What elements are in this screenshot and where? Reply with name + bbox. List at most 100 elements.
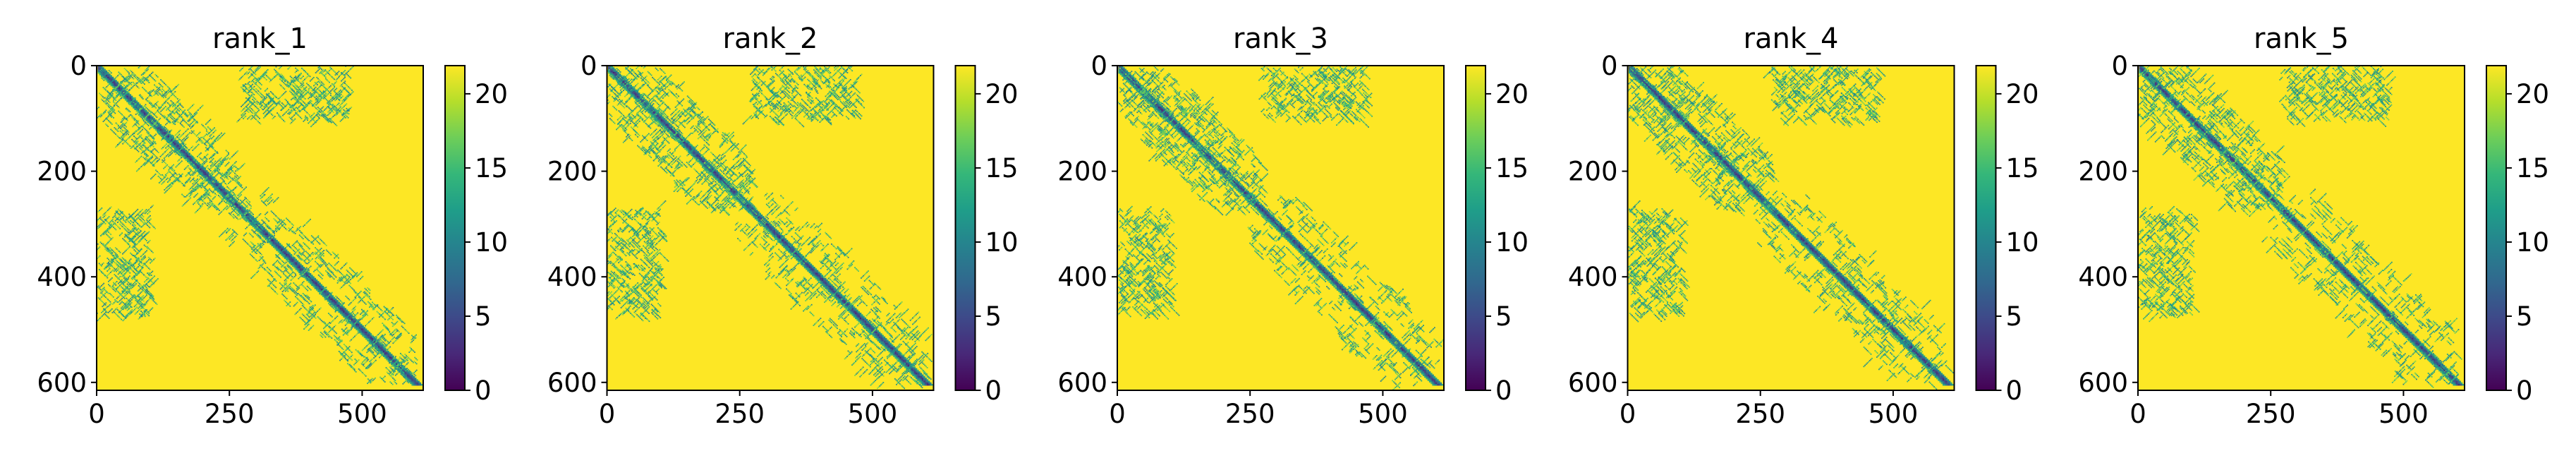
contact-mark [282,246,284,248]
contact-mark [229,192,231,194]
contact-mark [308,303,310,305]
contact-mark [347,275,349,277]
contact-mark [226,198,229,200]
contact-mark [126,142,128,144]
contact-mark [291,227,293,228]
contact-mark [319,289,321,291]
contact-mark [317,285,320,288]
contact-mark [333,301,336,303]
contact-mark [198,164,200,166]
contact-mark [233,177,236,179]
contact-mark [170,172,172,174]
contact-mark [195,161,198,163]
contact-mark [226,151,229,152]
contact-mark [365,303,367,305]
contact-mark [293,260,296,263]
contact-mark [126,92,128,94]
contact-mark [274,232,275,234]
contact-mark [152,136,154,138]
contact-mark [370,335,372,337]
contact-mark [130,100,133,102]
contact-mark [117,95,119,97]
contact-mark [382,346,385,348]
contact-mark [170,100,172,102]
contact-mark [120,81,122,83]
contact-mark [253,222,255,224]
contact-mark [204,202,206,204]
contact-mark [346,275,348,276]
contact-mark [133,124,135,126]
contact-mark [192,162,193,164]
contact-mark [303,270,305,272]
contact-mark [340,280,342,282]
contact-mark [133,73,135,75]
contact-mark [244,196,246,198]
contact-mark [403,367,404,369]
contact-mark [145,154,147,156]
contact-mark [149,150,151,152]
contact-mark [126,126,127,128]
contact-mark [236,200,238,203]
contact-mark [260,236,262,239]
contact-mark [336,270,338,272]
contact-mark [217,173,219,174]
contact-mark [413,384,415,386]
contact-mark [276,198,278,200]
contact-mark [220,187,222,190]
contact-mark [299,230,300,232]
contact-mark [414,378,417,380]
contact-mark [150,103,152,105]
contact-mark [137,140,139,143]
contact-mark [140,166,142,167]
contact-mark [410,374,412,376]
contact-mark [288,262,291,264]
contact-mark [398,317,400,318]
contact-mark [252,276,253,278]
contact-mark [234,165,236,167]
contact-mark [180,146,183,148]
contact-mark [142,113,145,115]
contact-mark [137,138,139,140]
contact-mark [128,84,130,86]
contact-mark [381,346,383,348]
contact-mark [306,275,308,277]
contact-mark [173,139,174,141]
contact-mark [352,315,355,318]
contact-mark [217,167,218,168]
contact-mark [193,119,195,120]
contact-mark [241,202,242,204]
contact-mark [221,178,223,180]
contact-mark [102,78,104,80]
contact-mark [148,113,150,115]
contact-mark [104,78,106,80]
contact-mark [233,210,236,212]
contact-mark [209,205,212,208]
contact-mark [122,88,124,90]
contact-mark [180,149,183,152]
contact-mark [363,296,365,299]
contact-mark [330,295,332,297]
contact-mark [135,83,138,85]
contact-mark [106,90,108,92]
contact-mark [212,157,214,160]
contact-mark [308,271,310,274]
contact-mark [130,114,132,116]
contact-mark [221,162,223,164]
contact-mark [238,205,240,207]
contact-mark [151,76,153,78]
contact-mark [182,143,184,145]
contact-mark [148,119,151,121]
contact-mark [200,199,202,200]
contact-mark [365,328,367,330]
contact-mark [107,96,108,98]
contact-mark [151,142,153,144]
contact-mark [255,220,257,223]
contact-mark [116,76,118,78]
contact-mark [169,115,171,117]
contact-mark [217,204,219,206]
contact-mark [269,196,271,198]
contact-mark [214,184,216,186]
contact-mark [344,319,346,321]
contact-mark [201,142,203,144]
contact-mark [121,139,123,141]
